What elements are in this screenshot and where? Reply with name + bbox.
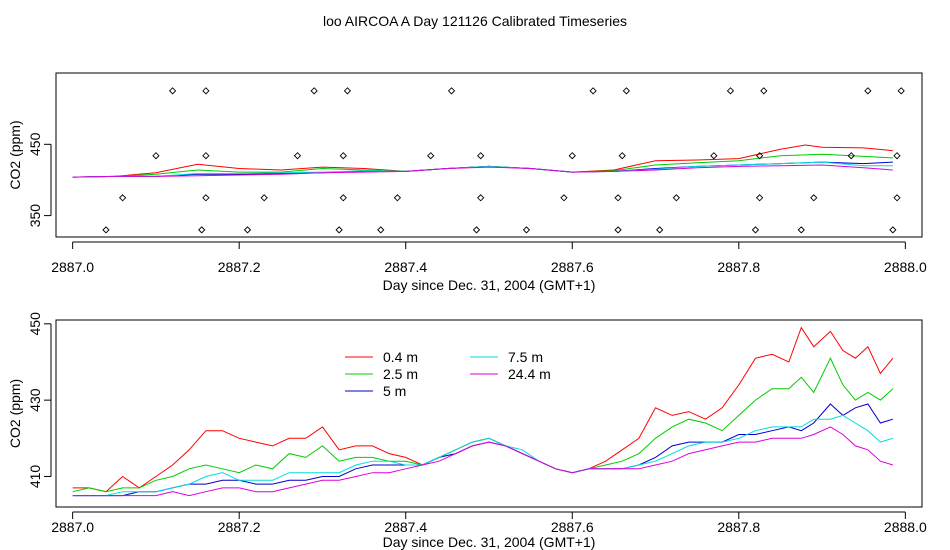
- legend-label: 7.5 m: [508, 349, 543, 365]
- plot-frame: [55, 319, 923, 508]
- data-point-marker: [847, 152, 855, 160]
- data-point-marker: [797, 226, 805, 234]
- data-point-marker: [343, 87, 352, 95]
- data-point-marker: [198, 226, 206, 234]
- data-point-marker: [864, 87, 872, 95]
- legend-label: 5 m: [383, 383, 406, 399]
- data-point-marker: [751, 226, 760, 234]
- data-point-marker: [568, 152, 576, 160]
- data-point-marker: [293, 152, 302, 160]
- y-axis-title: CO2 (ppm): [7, 120, 23, 189]
- data-point-marker: [710, 152, 718, 160]
- y-tick-label: 410: [27, 465, 43, 489]
- x-tick-label: 2887.4: [384, 259, 427, 275]
- x-tick-label: 2887.8: [717, 259, 760, 275]
- data-point-marker: [377, 226, 385, 234]
- y-tick-label: 450: [27, 312, 43, 336]
- data-point-marker: [897, 87, 905, 95]
- legend-label: 0.4 m: [383, 349, 418, 365]
- x-tick-label: 2887.2: [218, 259, 261, 275]
- y-tick-label: 430: [27, 388, 43, 412]
- data-point-marker: [152, 152, 160, 160]
- series-line-3: [72, 403, 894, 497]
- data-point-marker: [560, 194, 568, 202]
- y-axis-title: CO2 (ppm): [7, 379, 23, 448]
- data-point-marker: [447, 87, 456, 95]
- data-point-marker: [243, 226, 252, 234]
- data-point-marker: [472, 226, 481, 234]
- data-point-marker: [477, 152, 485, 160]
- data-point-marker: [672, 194, 680, 202]
- series-line-5: [72, 164, 893, 178]
- x-axis-title: Day since Dec. 31, 2004 (GMT+1): [383, 277, 596, 293]
- legend-label: 24.4 m: [508, 366, 551, 382]
- data-point-marker: [102, 226, 110, 234]
- x-tick-label: 2887.0: [51, 259, 94, 275]
- data-point-marker: [589, 87, 597, 95]
- y-tick-label: 350: [27, 204, 43, 228]
- data-point-marker: [393, 194, 402, 202]
- x-tick-label: 2887.6: [551, 259, 594, 275]
- y-tick-label: 450: [27, 132, 43, 156]
- data-point-marker: [310, 87, 318, 95]
- series-line-5: [72, 426, 894, 497]
- data-point-marker: [335, 226, 343, 234]
- data-point-marker: [339, 194, 347, 202]
- data-point-marker: [202, 194, 210, 202]
- data-point-marker: [656, 226, 664, 234]
- data-point-marker: [339, 152, 347, 160]
- data-point-marker: [889, 226, 897, 234]
- x-tick-label: 2888.0: [884, 519, 927, 535]
- series-line-4: [72, 161, 893, 178]
- x-axis-title: Day since Dec. 31, 2004 (GMT+1): [383, 534, 596, 550]
- plot-frame: [55, 72, 923, 238]
- data-point-marker: [427, 152, 435, 160]
- data-point-marker: [893, 152, 901, 160]
- x-tick-label: 2887.4: [384, 519, 427, 535]
- data-point-marker: [118, 194, 127, 202]
- chart-title: loo AIRCOA A Day 121126 Calibrated Times…: [323, 13, 627, 29]
- x-tick-label: 2887.8: [717, 519, 760, 535]
- data-point-marker: [614, 226, 622, 234]
- series-line-2: [72, 357, 894, 493]
- legend-label: 2.5 m: [383, 366, 418, 382]
- data-point-marker: [760, 87, 768, 95]
- series-line-4: [72, 414, 894, 497]
- data-point-marker: [614, 194, 622, 202]
- data-point-marker: [755, 194, 764, 202]
- data-point-marker: [618, 152, 626, 160]
- data-point-marker: [755, 152, 764, 160]
- x-tick-label: 2887.0: [51, 519, 94, 535]
- x-tick-label: 2887.6: [551, 519, 594, 535]
- data-point-marker: [726, 87, 735, 95]
- data-point-marker: [202, 152, 210, 160]
- data-point-marker: [202, 87, 210, 95]
- data-point-marker: [168, 87, 177, 95]
- data-point-marker: [810, 194, 818, 202]
- data-point-marker: [522, 226, 531, 234]
- x-tick-label: 2888.0: [884, 259, 927, 275]
- data-point-marker: [260, 194, 268, 202]
- panel-bottom: 2887.0 2887.2 2887.4 2887.6 2887.8 2888.0 Day …: [7, 312, 927, 550]
- series-line-1: [72, 144, 893, 178]
- data-point-marker: [893, 194, 901, 202]
- legend: 0.4 m2.5 m5 m 7.5 m24.4 m: [345, 349, 551, 399]
- panel-top: 2887.0 2887.2 2887.4 2887.6 2887.8 2888.0 Day …: [7, 72, 927, 293]
- data-point-marker: [477, 194, 485, 202]
- x-tick-label: 2887.2: [218, 519, 261, 535]
- data-point-marker: [622, 87, 631, 95]
